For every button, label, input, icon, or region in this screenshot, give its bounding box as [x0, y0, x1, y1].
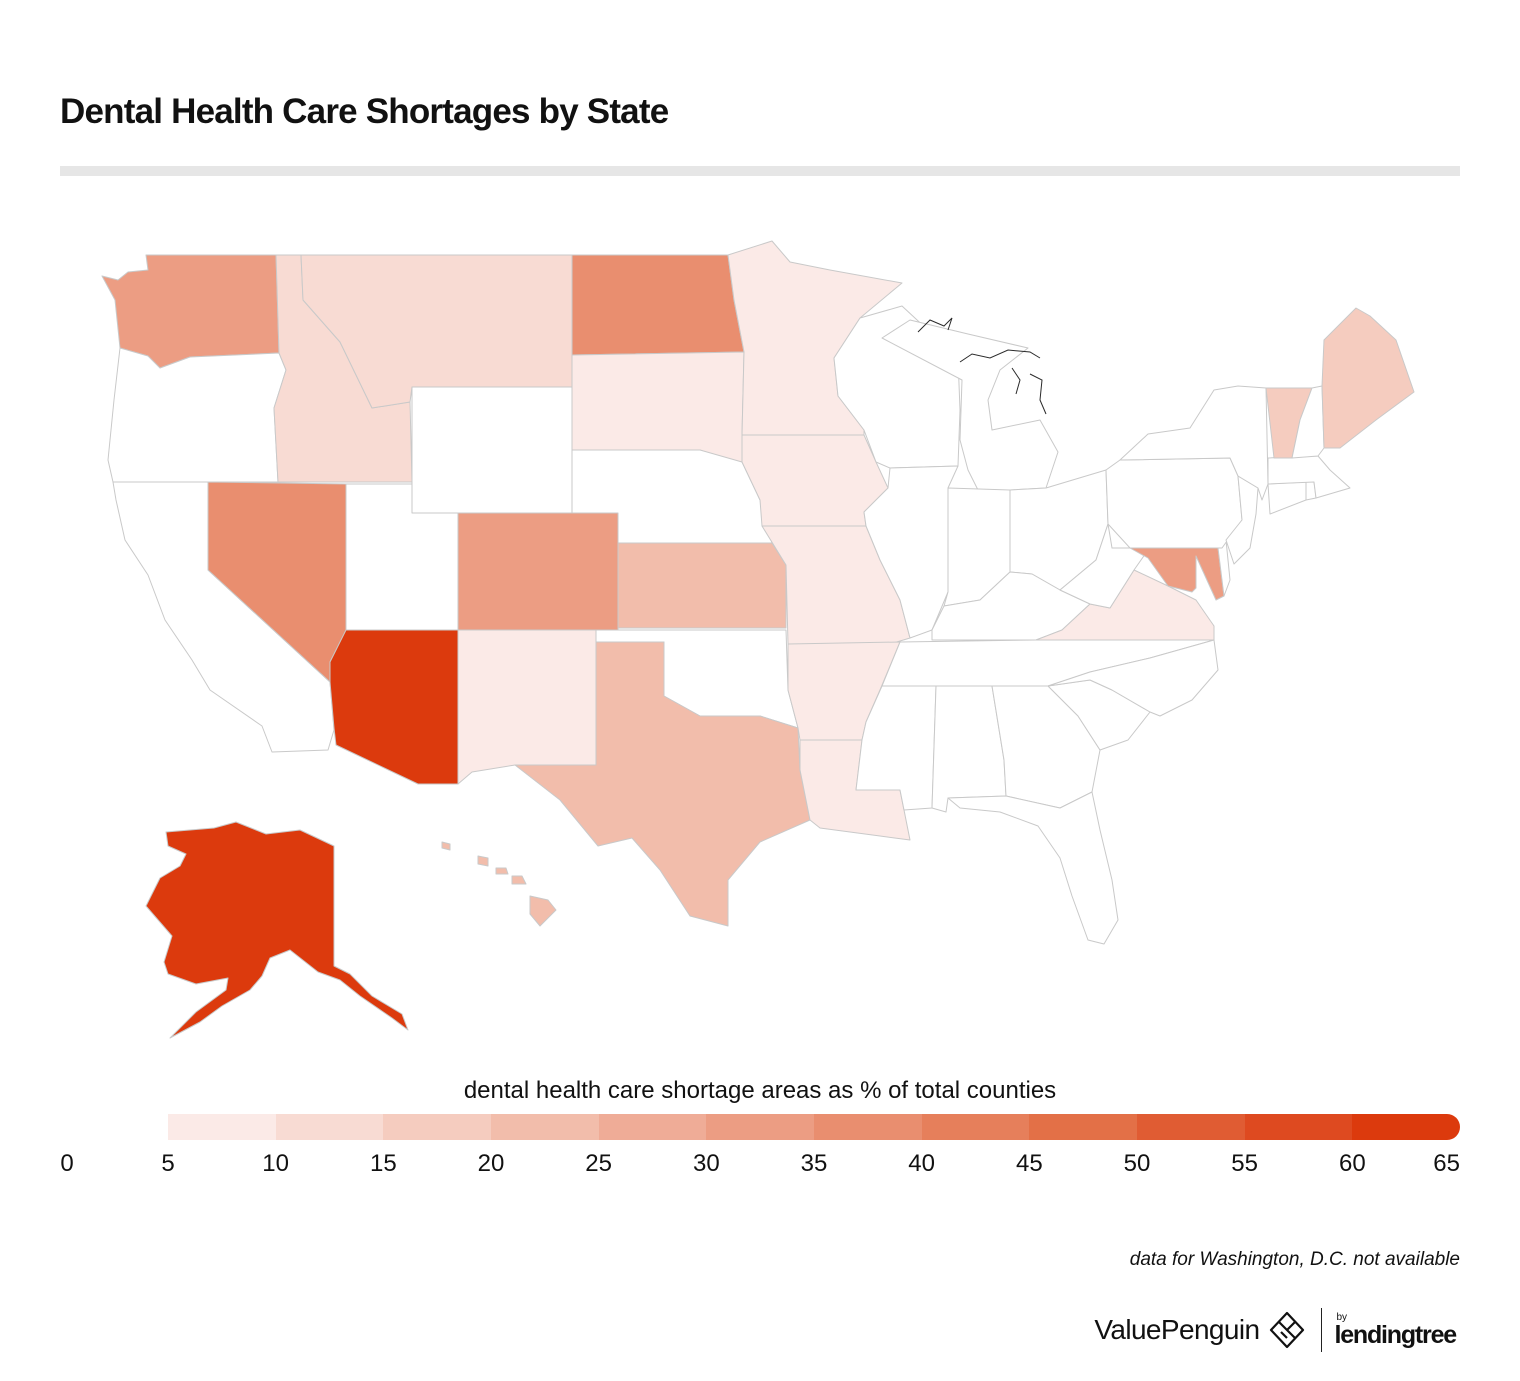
valuepenguin-logo-icon — [1270, 1311, 1305, 1349]
branding: ValuePenguin by lendingtree — [1094, 1306, 1457, 1354]
legend-tick-label: 10 — [262, 1150, 290, 1177]
state-co[interactable] — [457, 512, 619, 631]
state-tx[interactable] — [514, 641, 811, 927]
state-sd[interactable] — [571, 351, 745, 463]
data-note: data for Washington, D.C. not available — [1129, 1249, 1460, 1270]
legend-swatch — [1137, 1114, 1245, 1140]
state-nd[interactable] — [571, 254, 745, 356]
legend-swatch — [1352, 1114, 1460, 1140]
legend-swatch — [491, 1114, 599, 1140]
state-fl[interactable] — [947, 791, 1119, 945]
state-or[interactable] — [107, 347, 287, 483]
legend-tick-label: 55 — [1231, 1150, 1259, 1177]
lendingtree-logo: by lendingtree — [1334, 1311, 1457, 1349]
legend-tick-label: 40 — [908, 1150, 936, 1177]
state-il[interactable] — [863, 465, 959, 639]
legend-swatch — [706, 1114, 815, 1140]
legend-tick-label: 50 — [1123, 1150, 1151, 1177]
state-pa[interactable] — [1105, 457, 1243, 549]
legend-tick-label: 0 — [60, 1150, 74, 1177]
state-nj[interactable] — [1225, 475, 1259, 565]
legend-tick-label: 65 — [1433, 1150, 1460, 1177]
legend-swatch — [814, 1114, 922, 1140]
state-nm[interactable] — [457, 629, 597, 785]
state-hi[interactable] — [441, 841, 557, 927]
state-ks[interactable] — [617, 542, 787, 629]
state-ma[interactable] — [1267, 455, 1351, 499]
color-scale-ticks: 0 5 10 15 20 25 30 35 40 45 50 55 60 65 — [0, 1150, 1520, 1180]
legend-swatch — [1244, 1114, 1353, 1140]
great-lakes-outline — [917, 317, 1047, 415]
legend-swatch — [383, 1114, 492, 1140]
lendingtree-logo-text: lendingtree — [1334, 1320, 1457, 1349]
legend-tick-label: 15 — [369, 1150, 397, 1177]
title-divider — [60, 166, 1460, 176]
state-ak[interactable] — [145, 821, 409, 1039]
chart-title: Dental Health Care Shortages by State — [60, 92, 669, 131]
state-mi[interactable] — [881, 319, 1059, 491]
legend-tick-label: 45 — [1015, 1150, 1043, 1177]
state-ny[interactable] — [1119, 385, 1269, 501]
legend-swatch — [168, 1114, 276, 1140]
state-ct[interactable] — [1267, 481, 1307, 515]
state-nc[interactable] — [1047, 639, 1219, 717]
legend-tick-label: 25 — [585, 1150, 613, 1177]
legend-swatch — [275, 1114, 384, 1140]
state-az[interactable] — [329, 629, 459, 785]
legend-tick-label: 35 — [800, 1150, 828, 1177]
legend-swatch — [1029, 1114, 1138, 1140]
legend-tick-label: 5 — [161, 1150, 175, 1177]
state-wy[interactable] — [411, 386, 573, 514]
legend-tick-label: 60 — [1338, 1150, 1366, 1177]
state-me[interactable] — [1321, 307, 1415, 449]
color-scale-bar — [168, 1114, 1460, 1140]
legend-tick-label: 30 — [692, 1150, 720, 1177]
brand-divider — [1321, 1308, 1323, 1352]
legend-swatch — [598, 1114, 707, 1140]
legend-title: dental health care shortage areas as % o… — [463, 1077, 1057, 1104]
lendingtree-by-label: by — [1336, 1311, 1348, 1323]
legend-tick-label: 20 — [477, 1150, 505, 1177]
legend-swatch — [921, 1114, 1030, 1140]
valuepenguin-logo-text: ValuePenguin — [1094, 1314, 1260, 1345]
